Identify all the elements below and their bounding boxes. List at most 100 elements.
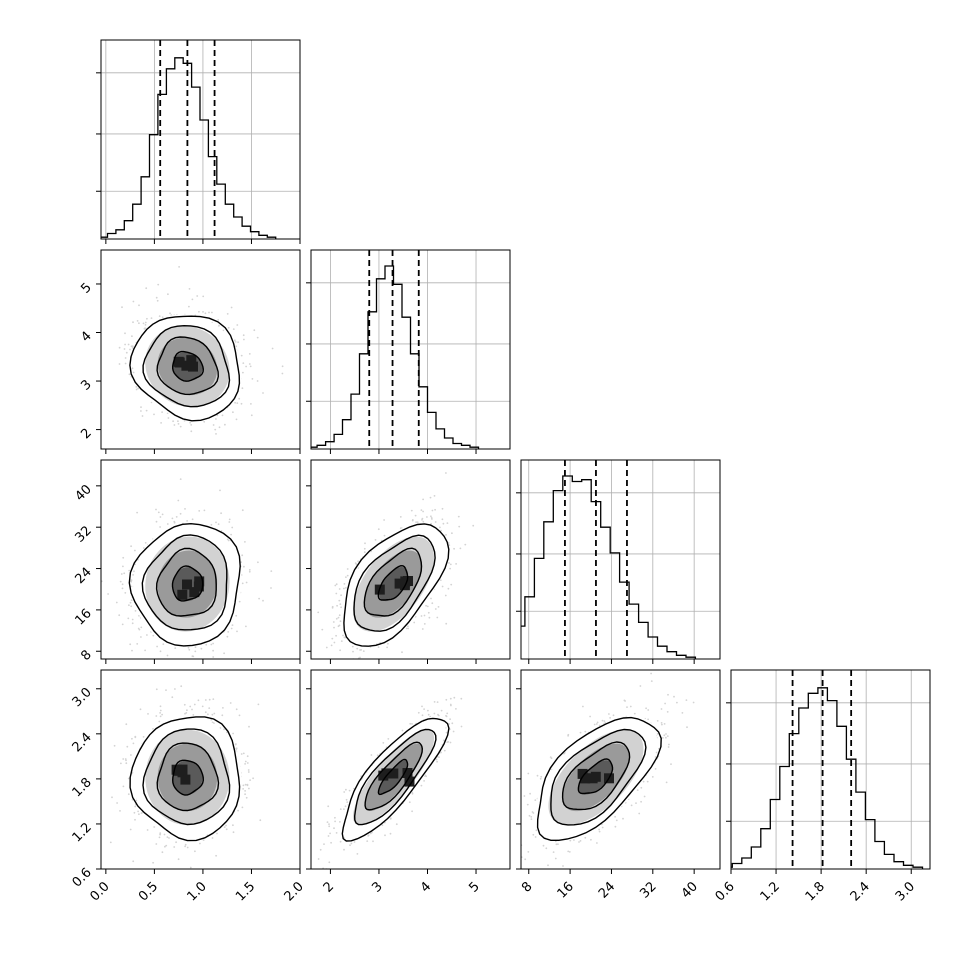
scatter-point [124,362,127,365]
scatter-point [231,624,234,626]
scatter-point [333,626,335,629]
scatter-point [135,386,138,388]
scatter-point [357,560,359,563]
scatter-point [445,472,447,474]
scatter-point [178,660,180,662]
scatter-point [236,630,238,633]
scatter-point [439,579,442,581]
scatter-point [238,714,241,717]
scatter-point [352,650,354,653]
scatter-point [437,606,440,608]
scatter-point [121,306,123,309]
scatter-point [344,636,346,639]
scatter-point [161,411,164,413]
scatter-point [343,636,346,639]
scatter-point [131,622,134,625]
scatter-point [414,514,417,517]
scatter-point [235,708,238,711]
scatter-point [249,365,252,368]
scatter-point [429,496,432,499]
scatter-point [198,310,200,313]
scatter-point [219,489,221,492]
scatter-point [246,783,249,786]
scatter-point [364,542,366,545]
scatter-point [144,324,147,326]
scatter-point [436,616,439,619]
density-core-cell [193,581,204,592]
scatter-point [191,708,193,711]
scatter-point [194,650,197,653]
scatter-point [221,414,224,417]
scatter-point [241,509,244,512]
scatter-point [115,601,118,604]
scatter-point [453,547,455,550]
scatter-point [234,341,237,343]
contour-3 [377,564,409,601]
scatter-point [184,843,187,846]
scatter-point [422,520,425,523]
scatter-point [335,592,338,595]
scatter-point [190,430,193,433]
scatter-point [430,517,433,519]
scatter-point [191,518,194,521]
scatter-point [426,605,429,608]
scatter-point [238,600,241,603]
scatter-point [430,522,432,525]
scatter-point [399,516,402,518]
scatter-point [208,311,210,314]
scatter-point [445,622,448,625]
scatter-point [244,783,247,786]
scatter-point [159,715,162,718]
scatter-point [183,419,186,422]
contour-3 [171,565,204,602]
scatter-point [256,380,259,382]
scatter-point [270,570,273,572]
scatter-point [335,617,338,620]
scatter-point [166,836,169,838]
scatter-point [159,650,162,653]
scatter-point [336,604,338,607]
contour-3 [171,350,205,382]
scatter-point [144,649,147,652]
scatter-point [152,861,155,864]
scatter-point [423,614,426,617]
scatter-point [193,703,196,706]
scatter-point [421,517,424,520]
scatter-point [118,363,121,365]
scatter-point [159,832,162,835]
scatter-point [130,605,133,608]
scatter-point [153,413,155,416]
scatter-point [218,324,220,327]
scatter-point [145,409,148,412]
scatter-point [140,410,142,412]
scatter-point [98,366,100,368]
scatter-point [171,696,174,699]
scatter-point [420,509,423,511]
scatter-point [281,365,284,368]
scatter-point [359,649,361,651]
scatter-point [338,614,341,617]
scatter-point [207,713,209,716]
density-core-cell [186,355,197,366]
scatter-point [136,320,139,322]
scatter-point [241,582,244,585]
scatter-point [131,345,134,348]
scatter-point [210,718,213,721]
density-core-cell [188,361,198,372]
scatter-point [212,656,215,658]
scatter-point [339,603,342,605]
scatter-point [335,634,337,637]
scatter-point [191,655,194,658]
scatter-point [129,601,132,604]
panel-2-1 [310,459,511,660]
scatter-point [136,511,139,514]
scatter-point [124,592,127,594]
scatter-point [134,549,136,552]
scatter-point [166,523,169,525]
scatter-point [433,495,436,497]
scatter-point [245,625,247,628]
scatter-point [186,520,189,522]
scatter-point [331,637,334,640]
scatter-point [464,543,467,546]
scatter-point [175,841,178,844]
